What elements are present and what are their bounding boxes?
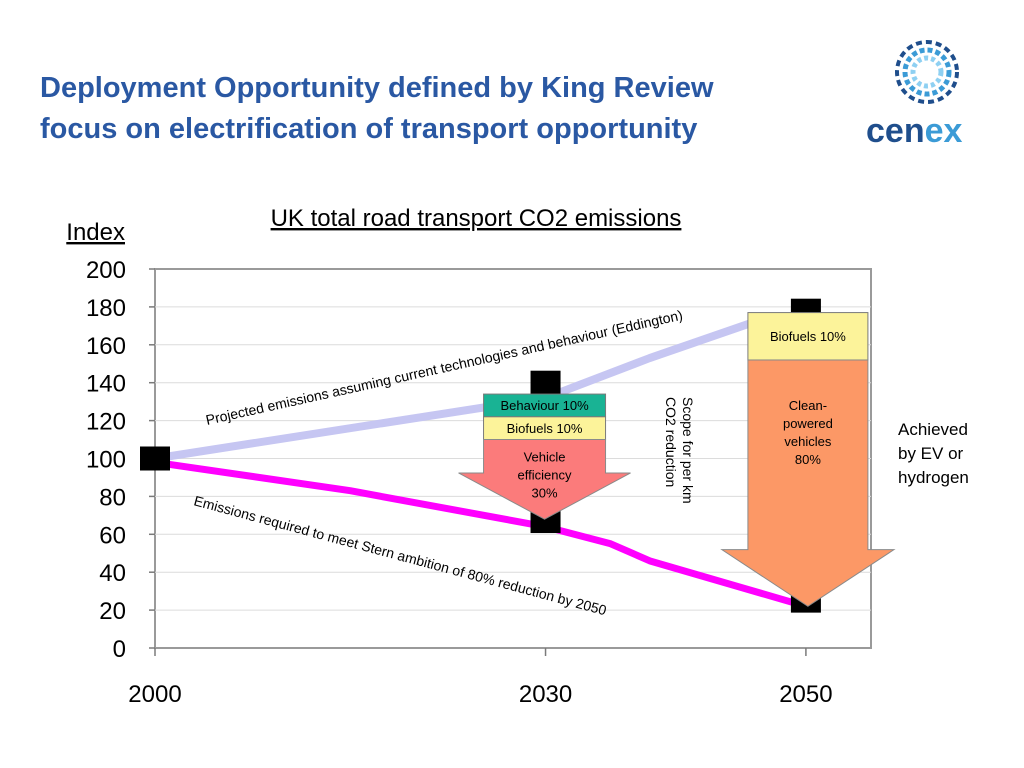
stack-2030-arrow-label: efficiency (518, 468, 572, 483)
x-tick-label: 2000 (128, 681, 181, 708)
y-tick-label: 200 (86, 257, 126, 284)
y-tick-label: 60 (99, 522, 126, 549)
stack-2050-arrow (720, 359, 896, 607)
side-note: Achieved by EV or hydrogen (898, 418, 1008, 490)
logo-text-cen: cen (866, 112, 925, 150)
y-tick-label: 160 (86, 333, 126, 360)
y-tick-label: 180 (86, 295, 126, 322)
stack-2050-arrow-label: powered (783, 416, 833, 431)
series-lines (151, 318, 810, 610)
stack-2030-arrow (458, 439, 631, 520)
reduction-stacks: Behaviour 10% Biofuels 10% Vehicle efficien… (458, 312, 896, 607)
logo-text-ex: ex (925, 112, 963, 150)
series-line-2 (151, 458, 810, 610)
stack-2050-arrow-label: Clean- (789, 398, 827, 413)
stack-2030-segment-label: Behaviour 10% (500, 398, 589, 413)
vertical-note-line-2: CO2 reduction (663, 397, 679, 487)
stack-2050-segment-label: Biofuels 10% (770, 329, 846, 344)
y-axis-ticks: 0 20 40 60 80 100 120 140 160 180 200 (86, 257, 155, 663)
slide-title-line-2: focus on electrification of transport op… (40, 113, 698, 145)
side-note-line-2: by EV or (898, 444, 964, 463)
side-note-line-3: hydrogen (898, 468, 969, 487)
y-tick-label: 120 (86, 409, 126, 436)
y-axis-label: Index (66, 219, 125, 246)
stack-2030-arrow-label: 30% (532, 486, 558, 501)
x-tick-label: 2050 (779, 681, 832, 708)
data-marker (140, 446, 170, 471)
x-tick-label: 2030 (519, 681, 572, 708)
stack-2050: Biofuels 10% Clean-powered vehicles 80% (720, 312, 896, 607)
x-axis-ticks: 2000 2030 2050 (128, 648, 833, 708)
cenex-logo-swirl-icon (895, 40, 959, 104)
stack-2030-arrow-label: Vehicle (524, 450, 566, 465)
y-tick-label: 40 (99, 560, 126, 587)
side-note-line-1: Achieved (898, 420, 968, 439)
y-tick-label: 20 (99, 598, 126, 625)
vertical-note: Scope for per km CO2 reduction (663, 397, 696, 508)
y-tick-label: 80 (99, 484, 126, 511)
slide-title: Deployment Opportunity defined by King R… (40, 68, 860, 150)
y-tick-label: 100 (86, 447, 126, 474)
series-line-1 (151, 318, 758, 463)
y-tick-label: 140 (86, 371, 126, 398)
vertical-note-line-1: Scope for per km (680, 397, 696, 504)
slide-title-line-1: Deployment Opportunity defined by King R… (40, 72, 714, 104)
chart-title: UK total road transport CO2 emissions (271, 205, 682, 232)
y-tick-label: 0 (113, 636, 126, 663)
svg-text:cenex: cenex (866, 112, 963, 150)
cenex-logo: cenex (866, 40, 963, 150)
stack-2050-arrow-label: 80% (795, 452, 821, 467)
data-marker (530, 370, 561, 395)
stack-2030: Behaviour 10% Biofuels 10% Vehicle efficien… (458, 393, 631, 520)
stack-2030-segment-label: Biofuels 10% (507, 421, 583, 436)
stack-2050-arrow-label: vehicles (784, 434, 831, 449)
